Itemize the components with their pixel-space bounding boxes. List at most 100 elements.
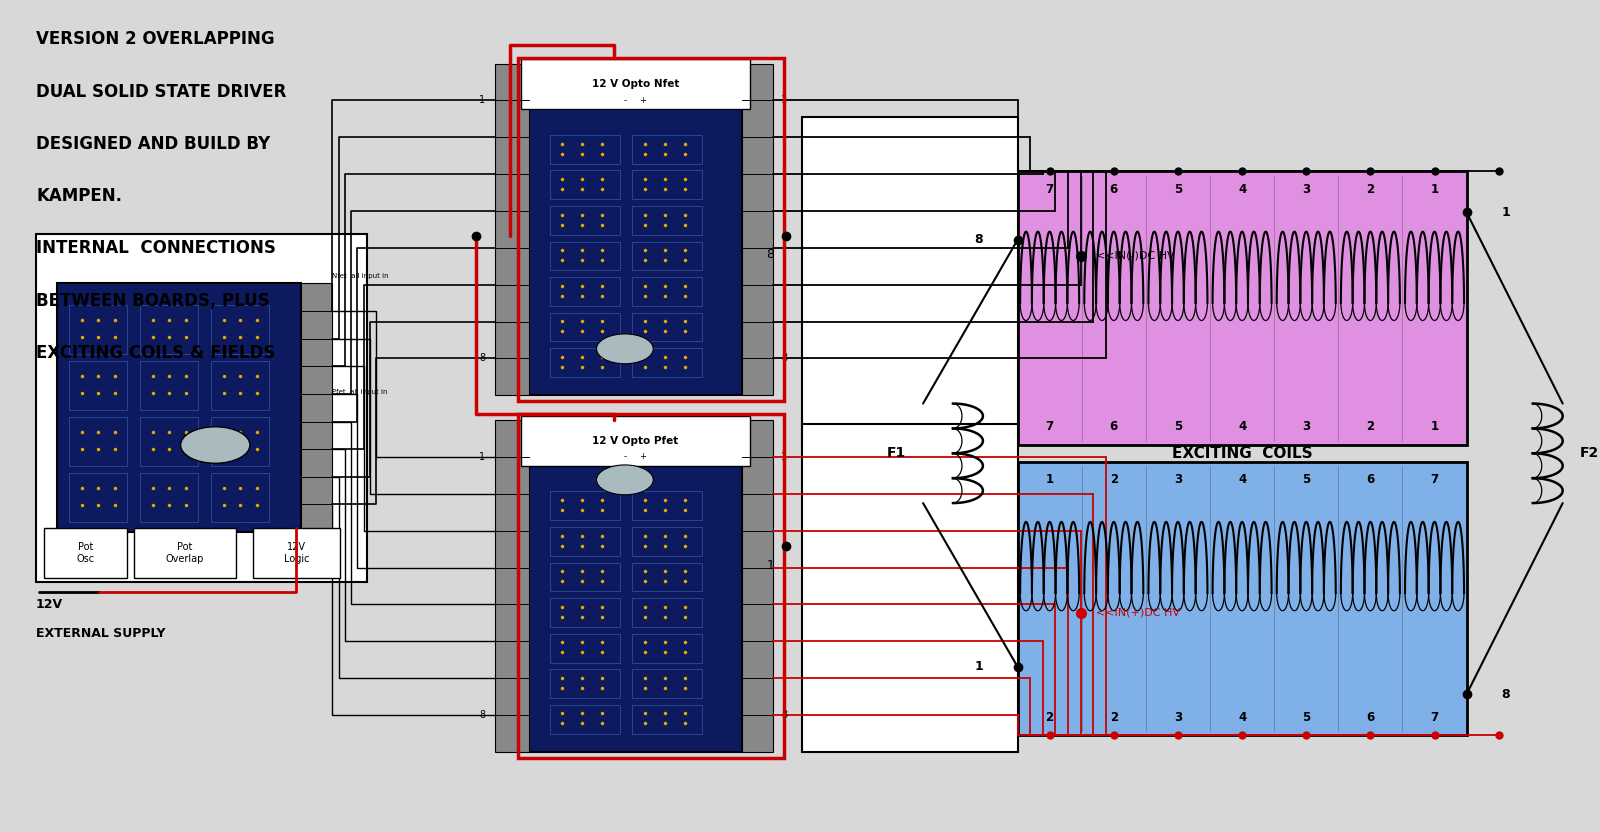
Text: 12V: 12V bbox=[37, 598, 62, 612]
Text: 1: 1 bbox=[781, 96, 787, 106]
Bar bbox=[211, 305, 269, 354]
Bar bbox=[211, 473, 269, 522]
Bar bbox=[69, 305, 128, 354]
Text: 1: 1 bbox=[974, 661, 982, 673]
Text: 6: 6 bbox=[1110, 183, 1118, 196]
Text: 1: 1 bbox=[1501, 206, 1510, 219]
Text: 5: 5 bbox=[1174, 420, 1182, 433]
Text: 1: 1 bbox=[478, 452, 485, 462]
Bar bbox=[1018, 171, 1467, 445]
Bar bbox=[69, 417, 128, 466]
Bar bbox=[141, 417, 198, 466]
Text: 7: 7 bbox=[1430, 473, 1438, 487]
Text: 4: 4 bbox=[1238, 183, 1246, 196]
Bar bbox=[632, 634, 702, 662]
Circle shape bbox=[181, 427, 250, 463]
Text: 12V
Logic: 12V Logic bbox=[285, 542, 309, 563]
Bar bbox=[530, 420, 742, 752]
Bar bbox=[550, 241, 619, 270]
Text: 8: 8 bbox=[766, 249, 774, 261]
Text: -     +: - + bbox=[624, 96, 646, 105]
Text: 7: 7 bbox=[1045, 183, 1054, 196]
Text: 5: 5 bbox=[1302, 473, 1310, 487]
Bar bbox=[632, 669, 702, 698]
Bar bbox=[632, 527, 702, 556]
Bar bbox=[550, 313, 619, 341]
Text: 2: 2 bbox=[1110, 473, 1118, 487]
Text: Pot
Overlap: Pot Overlap bbox=[166, 542, 205, 563]
Bar bbox=[211, 361, 269, 410]
Bar bbox=[550, 562, 619, 592]
Text: 7: 7 bbox=[1045, 420, 1054, 433]
Text: 1: 1 bbox=[766, 558, 774, 572]
Bar bbox=[494, 420, 530, 752]
Bar bbox=[632, 135, 702, 164]
Bar bbox=[530, 63, 742, 395]
Text: <<IN(-)DC HV: <<IN(-)DC HV bbox=[1096, 251, 1174, 261]
Bar bbox=[494, 63, 530, 395]
Text: 1: 1 bbox=[1430, 183, 1438, 196]
Text: EXCITING COILS & FIELDS: EXCITING COILS & FIELDS bbox=[37, 344, 275, 362]
Text: 4: 4 bbox=[1238, 473, 1246, 487]
Text: 6: 6 bbox=[1366, 473, 1374, 487]
Text: 2: 2 bbox=[1110, 711, 1118, 724]
Text: 2: 2 bbox=[1366, 420, 1374, 433]
Bar bbox=[1018, 462, 1467, 735]
Bar bbox=[632, 277, 702, 306]
Text: 8: 8 bbox=[781, 354, 787, 364]
Text: 2: 2 bbox=[1366, 183, 1374, 196]
Text: 5: 5 bbox=[1302, 711, 1310, 724]
Text: F1: F1 bbox=[886, 446, 906, 460]
Text: 3: 3 bbox=[1302, 420, 1310, 433]
Text: EXCITING  COILS: EXCITING COILS bbox=[1171, 446, 1312, 461]
Text: DUAL SOLID STATE DRIVER: DUAL SOLID STATE DRIVER bbox=[37, 82, 286, 101]
Bar bbox=[550, 135, 619, 164]
Text: F2: F2 bbox=[1581, 446, 1600, 460]
Bar bbox=[141, 305, 198, 354]
Text: BETWEEN BOARDS, PLUS: BETWEEN BOARDS, PLUS bbox=[37, 292, 270, 310]
Bar bbox=[301, 284, 333, 532]
Text: DESIGNED AND BUILD BY: DESIGNED AND BUILD BY bbox=[37, 135, 270, 153]
Bar bbox=[550, 527, 619, 556]
Bar bbox=[550, 277, 619, 306]
Bar bbox=[742, 420, 773, 752]
Bar bbox=[211, 417, 269, 466]
Text: 8: 8 bbox=[478, 710, 485, 720]
Bar bbox=[632, 313, 702, 341]
Bar bbox=[550, 598, 619, 627]
Text: 7: 7 bbox=[1430, 711, 1438, 724]
Bar bbox=[522, 416, 750, 466]
Text: 5: 5 bbox=[1174, 183, 1182, 196]
Circle shape bbox=[597, 334, 653, 364]
Bar bbox=[518, 57, 784, 401]
Text: 4: 4 bbox=[1238, 711, 1246, 724]
Bar bbox=[69, 361, 128, 410]
Bar bbox=[141, 473, 198, 522]
Bar bbox=[56, 284, 301, 532]
Text: 2: 2 bbox=[1045, 711, 1054, 724]
Text: Pot
Osc: Pot Osc bbox=[77, 542, 94, 563]
Text: KAMPEN.: KAMPEN. bbox=[37, 187, 122, 206]
Text: 8: 8 bbox=[781, 710, 787, 720]
Bar bbox=[632, 492, 702, 520]
Text: -     +: - + bbox=[624, 452, 646, 461]
Bar bbox=[518, 414, 784, 758]
Bar bbox=[742, 63, 773, 395]
Text: <<IN(+)DC HV: <<IN(+)DC HV bbox=[1096, 607, 1181, 617]
Bar bbox=[632, 705, 702, 734]
Text: EXTERNAL SUPPLY: EXTERNAL SUPPLY bbox=[37, 627, 165, 641]
Bar bbox=[550, 206, 619, 235]
Text: 1: 1 bbox=[478, 96, 485, 106]
Text: 12 V Opto Nfet: 12 V Opto Nfet bbox=[592, 79, 680, 89]
Text: 1: 1 bbox=[781, 452, 787, 462]
Bar bbox=[253, 528, 341, 577]
Text: VERSION 2 OVERLAPPING: VERSION 2 OVERLAPPING bbox=[37, 31, 275, 48]
Bar bbox=[550, 492, 619, 520]
Bar bbox=[632, 598, 702, 627]
Text: 6: 6 bbox=[1366, 711, 1374, 724]
Bar bbox=[522, 59, 750, 109]
Text: 3: 3 bbox=[1302, 183, 1310, 196]
Text: INTERNAL  CONNECTIONS: INTERNAL CONNECTIONS bbox=[37, 240, 275, 257]
Bar bbox=[550, 171, 619, 200]
Bar bbox=[134, 528, 237, 577]
